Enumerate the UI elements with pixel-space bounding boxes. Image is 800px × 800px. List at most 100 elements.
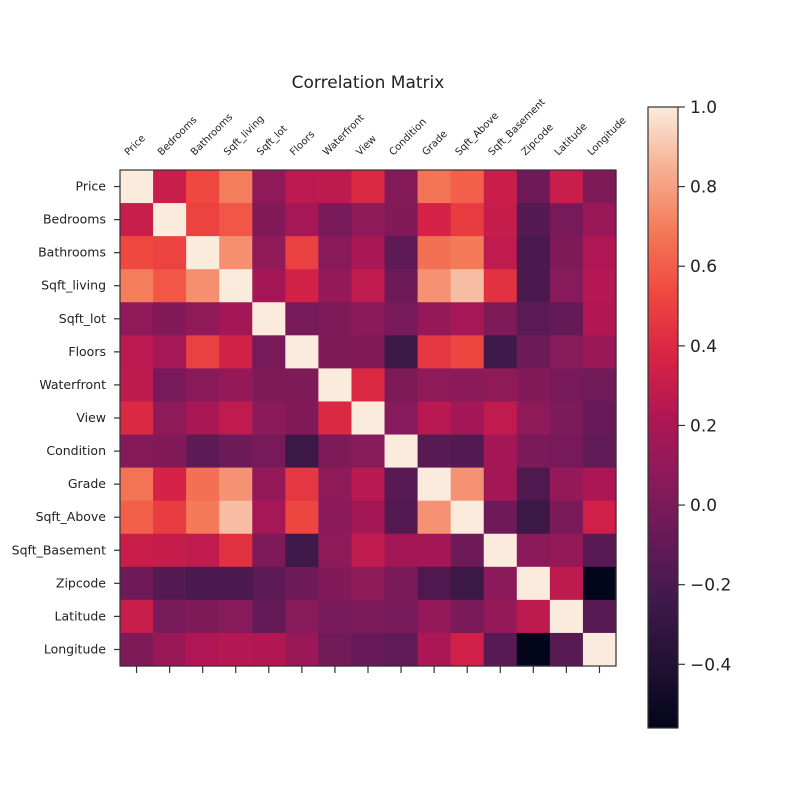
heatmap-cell-14-11 <box>483 632 518 667</box>
heatmap-cell-2-0 <box>120 236 154 270</box>
heatmap-cell-9-1 <box>153 467 187 502</box>
heatmap-cell-0-5 <box>285 170 319 204</box>
heatmap-cell-13-14 <box>582 599 617 634</box>
heatmap-cell-12-12 <box>516 566 551 601</box>
heatmap-cell-13-1 <box>153 599 187 634</box>
heatmap-cell-5-8 <box>384 335 419 369</box>
heatmap-cell-8-4 <box>252 434 286 469</box>
heatmap-cell-6-7 <box>351 368 386 403</box>
y-tick-label: Zipcode <box>56 575 106 590</box>
heatmap-cell-4-10 <box>450 302 485 336</box>
x-tick-label: Sqft_lot <box>255 124 290 159</box>
heatmap-cell-9-10 <box>450 467 485 502</box>
heatmap-cell-3-0 <box>120 269 154 303</box>
heatmap-cell-11-3 <box>219 533 253 568</box>
heatmap-cell-13-3 <box>219 599 253 634</box>
heatmap-cell-3-10 <box>450 269 485 303</box>
heatmap-cell-3-5 <box>285 269 319 303</box>
heatmap-cell-13-12 <box>516 599 551 634</box>
heatmap-cell-9-14 <box>582 467 617 502</box>
heatmap-cell-10-12 <box>516 500 551 535</box>
y-tick-label: Sqft_Above <box>36 509 107 524</box>
heatmap-cell-10-14 <box>582 500 617 535</box>
heatmap-cell-8-9 <box>417 434 452 469</box>
heatmap-cell-10-11 <box>483 500 518 535</box>
heatmap-cell-8-13 <box>549 434 584 469</box>
chart-title: Correlation Matrix <box>292 73 445 93</box>
heatmap-cell-10-7 <box>351 500 386 535</box>
heatmap-cell-13-0 <box>120 599 154 634</box>
heatmap-cell-3-9 <box>417 269 452 303</box>
heatmap-cell-11-4 <box>252 533 286 568</box>
y-tick-label: Bedrooms <box>43 212 106 227</box>
y-tick-label: Price <box>76 179 107 194</box>
heatmap-cell-13-9 <box>417 599 452 634</box>
heatmap-cell-1-7 <box>351 203 386 237</box>
heatmap-cell-11-12 <box>516 533 551 568</box>
heatmap-cell-2-1 <box>153 236 187 270</box>
heatmap-cell-4-11 <box>483 302 518 336</box>
x-tick-label: View <box>354 134 379 159</box>
colorbar-gradient <box>647 106 679 729</box>
heatmap-cell-7-9 <box>417 401 452 436</box>
heatmap-cell-12-0 <box>120 566 154 601</box>
heatmap-cell-3-3 <box>219 269 253 303</box>
heatmap-cell-3-4 <box>252 269 286 303</box>
heatmap-cell-4-13 <box>549 302 584 336</box>
heatmap-cell-11-11 <box>483 533 518 568</box>
heatmap-cell-2-3 <box>219 236 253 270</box>
heatmap-cell-5-3 <box>219 335 253 369</box>
y-tick-label: Waterfront <box>39 377 106 392</box>
heatmap-cell-12-7 <box>351 566 386 601</box>
heatmap-cell-7-5 <box>285 401 319 436</box>
heatmap-cell-1-3 <box>219 203 253 237</box>
heatmap-cell-8-2 <box>186 434 220 469</box>
heatmap-cell-13-2 <box>186 599 220 634</box>
heatmap-cell-3-2 <box>186 269 220 303</box>
x-tick-label: Longitude <box>586 115 629 158</box>
heatmap-cell-11-14 <box>582 533 617 568</box>
heatmap-cell-4-4 <box>252 302 286 336</box>
heatmap-cell-5-9 <box>417 335 452 369</box>
heatmap-cell-11-7 <box>351 533 386 568</box>
heatmap-cell-9-4 <box>252 467 286 502</box>
heatmap-cell-3-12 <box>516 269 551 303</box>
heatmap-cell-6-1 <box>153 368 187 403</box>
heatmap-cell-2-10 <box>450 236 485 270</box>
heatmap-cell-8-10 <box>450 434 485 469</box>
heatmap-cell-8-6 <box>318 434 353 469</box>
heatmap-cell-14-14 <box>582 632 617 667</box>
x-tick-label: Sqft_Basement <box>487 97 548 158</box>
heatmap-cell-2-13 <box>549 236 584 270</box>
heatmap-cell-8-12 <box>516 434 551 469</box>
y-tick-label: Condition <box>46 443 106 458</box>
heatmap-cell-9-12 <box>516 467 551 502</box>
heatmap-cell-4-3 <box>219 302 253 336</box>
heatmap-cell-9-6 <box>318 467 353 502</box>
heatmap-cell-12-5 <box>285 566 319 601</box>
heatmap-cell-11-6 <box>318 533 353 568</box>
heatmap-cell-12-8 <box>384 566 419 601</box>
heatmap-cell-14-1 <box>153 632 187 667</box>
heatmap-cell-3-11 <box>483 269 518 303</box>
heatmap-cell-5-2 <box>186 335 220 369</box>
heatmap-cell-10-6 <box>318 500 353 535</box>
heatmap-cell-5-7 <box>351 335 386 369</box>
heatmap-cell-14-9 <box>417 632 452 667</box>
heatmap-cell-7-14 <box>582 401 617 436</box>
heatmap-cell-12-1 <box>153 566 187 601</box>
x-tick-label: Grade <box>420 129 449 158</box>
heatmap-cell-10-4 <box>252 500 286 535</box>
heatmap-cell-14-6 <box>318 632 353 667</box>
colorbar-tick-label: 0.0 <box>690 496 717 516</box>
heatmap-cell-4-14 <box>582 302 617 336</box>
heatmap-cell-2-6 <box>318 236 353 270</box>
y-tick-label: Longitude <box>44 641 106 656</box>
heatmap-cell-4-12 <box>516 302 551 336</box>
heatmap-cell-9-3 <box>219 467 253 502</box>
heatmap-cell-7-8 <box>384 401 419 436</box>
heatmap-cell-0-6 <box>318 170 353 204</box>
heatmap-cell-0-2 <box>186 170 220 204</box>
heatmap-cell-4-8 <box>384 302 419 336</box>
heatmap-cell-10-10 <box>450 500 485 535</box>
